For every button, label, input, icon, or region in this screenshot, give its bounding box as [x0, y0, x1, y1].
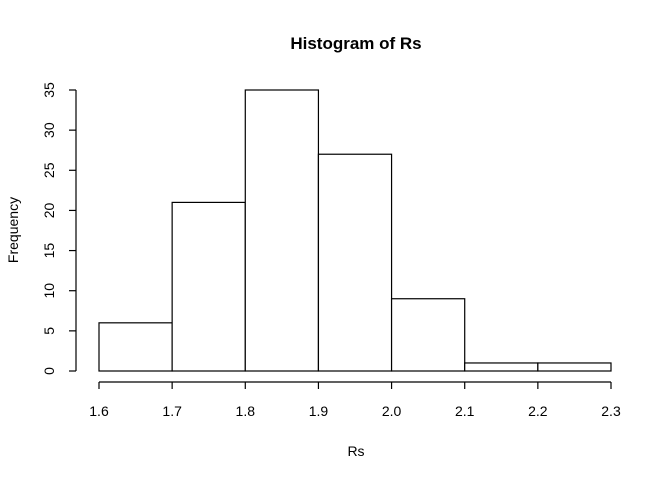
y-tick-label: 15: [41, 243, 57, 259]
bars-group: [98, 89, 612, 372]
y-tick-label: 20: [41, 202, 57, 218]
histogram-bar-1: [98, 322, 173, 372]
x-axis: 1.6 1.7 1.8 1.9 2.0 2.1 2.2 2.3: [89, 381, 621, 419]
x-tick-label: 2.3: [601, 403, 621, 419]
histogram-bar-4: [317, 153, 393, 372]
x-tick-label: 2.0: [382, 403, 402, 419]
x-tick-label: 2.1: [455, 403, 475, 419]
x-tick-label: 1.6: [89, 403, 109, 419]
histogram-bar-5: [390, 298, 466, 372]
y-tick-label: 5: [41, 327, 57, 335]
x-tick-label: 1.8: [236, 403, 256, 419]
y-tick-label: 0: [41, 367, 57, 375]
x-tick-label: 2.2: [528, 403, 548, 419]
x-tick-label: 1.7: [162, 403, 182, 419]
y-tick-label: 35: [41, 82, 57, 98]
histogram-bar-7: [537, 362, 612, 372]
y-tick-label: 30: [41, 122, 57, 138]
histogram-bar-2: [171, 201, 246, 372]
y-axis: 0 5 10 15 20 25 30 35: [41, 82, 77, 375]
histogram-bar-3: [244, 89, 320, 372]
x-tick-label: 1.9: [309, 403, 329, 419]
histogram-bar-6: [464, 362, 539, 372]
y-tick-label: 10: [41, 283, 57, 299]
x-axis-label: Rs: [347, 443, 364, 459]
chart-title: Histogram of Rs: [290, 34, 421, 53]
y-axis-label: Frequency: [5, 197, 21, 263]
y-tick-label: 25: [41, 162, 57, 178]
